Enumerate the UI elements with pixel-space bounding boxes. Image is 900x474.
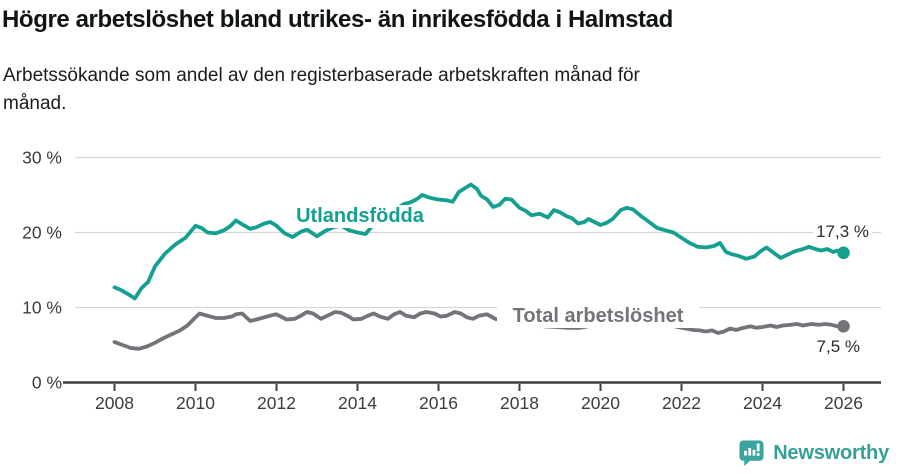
end-value-label-utlandsfodda: 17,3 % bbox=[813, 221, 872, 242]
x-tick-label: 2008 bbox=[95, 393, 134, 413]
x-tick-label: 2014 bbox=[338, 393, 377, 413]
series-label-total-arbetsloshet: Total arbetslöshet bbox=[497, 305, 699, 328]
chart-subtitle-line-2: månad. bbox=[3, 93, 67, 114]
page-title: Högre arbetslöshet bland utrikes- än inr… bbox=[2, 6, 673, 33]
chart-subtitle: Arbetssökande som andel av den registerb… bbox=[3, 62, 843, 118]
x-tick-label: 2024 bbox=[743, 393, 782, 413]
y-tick-label: 0 % bbox=[32, 373, 62, 393]
series-line-1 bbox=[112, 306, 846, 351]
x-tick-label: 2020 bbox=[581, 393, 620, 413]
x-tick-label: 2026 bbox=[824, 393, 863, 413]
bar-chart-speech-bubble-icon bbox=[738, 439, 765, 467]
series-label-utlandsfodda: Utlandsfödda bbox=[286, 205, 434, 228]
chart-subtitle-line-1: Arbetssökande som andel av den registerb… bbox=[3, 65, 640, 86]
series-end-dot-0 bbox=[837, 246, 850, 260]
brand-name: Newsworthy bbox=[773, 441, 889, 464]
y-tick-label: 30 % bbox=[22, 148, 62, 168]
x-tick-label: 2022 bbox=[662, 393, 701, 413]
y-tick-label: 10 % bbox=[22, 298, 62, 318]
series-end-dot-1 bbox=[837, 320, 850, 333]
y-tick-label: 20 % bbox=[22, 223, 62, 243]
x-tick-label: 2018 bbox=[500, 393, 539, 413]
newsworthy-logo: Newsworthy bbox=[738, 439, 889, 467]
series-line-0 bbox=[112, 182, 846, 301]
x-tick-label: 2016 bbox=[419, 393, 458, 413]
x-tick-label: 2010 bbox=[176, 393, 215, 413]
end-value-label-total: 7,5 % bbox=[813, 336, 863, 357]
x-tick-label: 2012 bbox=[257, 393, 296, 413]
